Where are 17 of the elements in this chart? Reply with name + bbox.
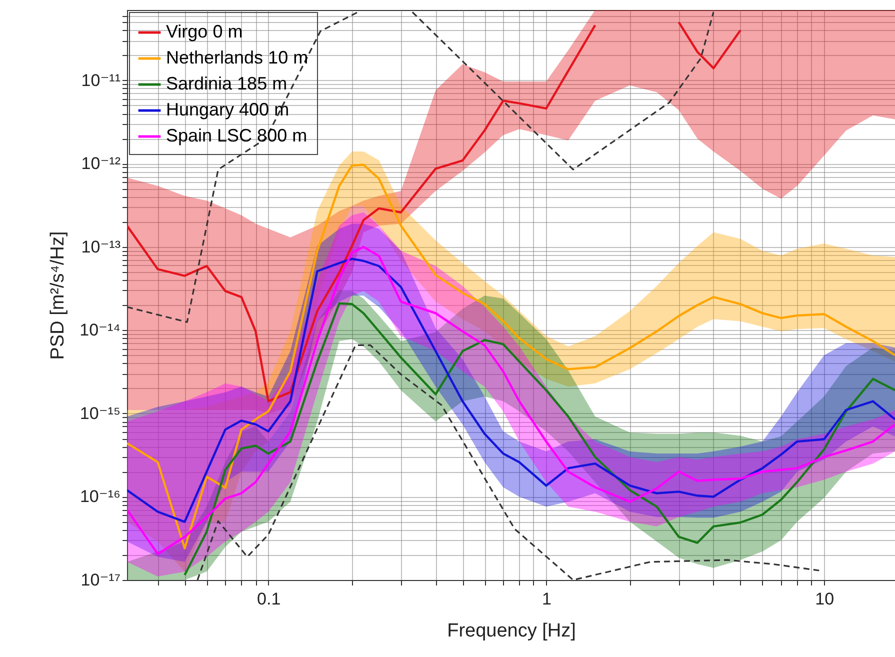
y-axis-title: PSD [m²/s⁴/Hz] — [48, 231, 69, 360]
legend-label: Hungary 400 m — [166, 100, 290, 120]
x-axis-title: Frequency [Hz] — [447, 620, 576, 642]
legend-label: Sardinia 185 m — [166, 74, 288, 94]
y-tick-label: 10⁻¹³ — [81, 237, 121, 256]
legend-label: Virgo 0 m — [166, 22, 243, 42]
y-tick-label: 10⁻¹⁶ — [80, 487, 120, 506]
y-tick-label: 10⁻¹¹ — [81, 70, 121, 90]
y-tick-label: 10⁻¹² — [81, 154, 121, 174]
x-tick-label: 10 — [815, 590, 834, 608]
y-tick-label: 10⁻¹⁵ — [80, 404, 120, 423]
x-tick-label: 1 — [542, 590, 552, 608]
y-tick-label: 10⁻¹⁷ — [80, 570, 120, 590]
y-tick-label: 10⁻¹⁴ — [80, 320, 120, 340]
x-tick-label: 0.1 — [257, 590, 281, 608]
legend-label: Netherlands 10 m — [166, 48, 308, 68]
legend-label: Spain LSC 800 m — [166, 126, 308, 146]
